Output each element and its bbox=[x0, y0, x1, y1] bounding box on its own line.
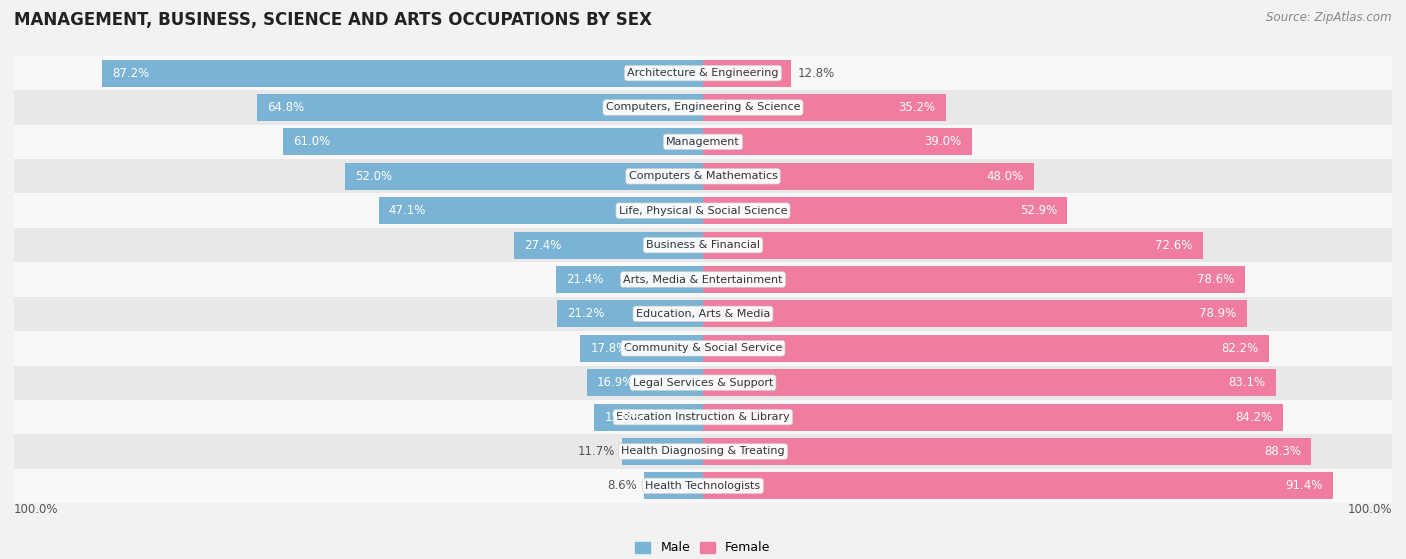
Text: Health Technologists: Health Technologists bbox=[645, 481, 761, 491]
Bar bbox=[703, 301, 1247, 328]
Text: 15.8%: 15.8% bbox=[605, 411, 641, 424]
Text: 91.4%: 91.4% bbox=[1285, 480, 1323, 492]
Text: 21.2%: 21.2% bbox=[567, 307, 605, 320]
Bar bbox=[703, 335, 1270, 362]
Bar bbox=[14, 91, 1392, 125]
Bar bbox=[515, 231, 703, 258]
Text: 52.9%: 52.9% bbox=[1019, 204, 1057, 217]
Bar bbox=[14, 262, 1392, 297]
Text: Source: ZipAtlas.com: Source: ZipAtlas.com bbox=[1267, 11, 1392, 24]
Bar bbox=[14, 56, 1392, 91]
Bar bbox=[283, 129, 703, 155]
Text: Education, Arts & Media: Education, Arts & Media bbox=[636, 309, 770, 319]
Text: 35.2%: 35.2% bbox=[898, 101, 935, 114]
Bar bbox=[14, 125, 1392, 159]
Text: 12.8%: 12.8% bbox=[799, 67, 835, 79]
Bar bbox=[14, 468, 1392, 503]
Text: 52.0%: 52.0% bbox=[356, 170, 392, 183]
Bar bbox=[703, 369, 1275, 396]
Bar bbox=[623, 438, 703, 465]
Text: 21.4%: 21.4% bbox=[565, 273, 603, 286]
Text: 78.9%: 78.9% bbox=[1199, 307, 1236, 320]
Bar bbox=[14, 228, 1392, 262]
Text: 84.2%: 84.2% bbox=[1236, 411, 1272, 424]
Text: Management: Management bbox=[666, 137, 740, 147]
Bar bbox=[378, 197, 703, 224]
Text: Architecture & Engineering: Architecture & Engineering bbox=[627, 68, 779, 78]
Bar bbox=[703, 60, 792, 87]
Text: 64.8%: 64.8% bbox=[267, 101, 304, 114]
Bar bbox=[103, 60, 703, 87]
Text: 88.3%: 88.3% bbox=[1264, 445, 1301, 458]
Text: 100.0%: 100.0% bbox=[1347, 503, 1392, 516]
Bar bbox=[14, 193, 1392, 228]
Text: 48.0%: 48.0% bbox=[986, 170, 1024, 183]
Text: 39.0%: 39.0% bbox=[924, 135, 962, 148]
Text: Community & Social Service: Community & Social Service bbox=[624, 343, 782, 353]
Bar bbox=[703, 94, 945, 121]
Bar bbox=[703, 163, 1033, 190]
Bar bbox=[703, 129, 972, 155]
Bar bbox=[555, 266, 703, 293]
Text: 27.4%: 27.4% bbox=[524, 239, 562, 252]
Text: 17.8%: 17.8% bbox=[591, 342, 628, 355]
Text: Legal Services & Support: Legal Services & Support bbox=[633, 378, 773, 388]
Text: 78.6%: 78.6% bbox=[1197, 273, 1234, 286]
Bar bbox=[703, 404, 1284, 430]
Text: 61.0%: 61.0% bbox=[292, 135, 330, 148]
Bar bbox=[703, 472, 1333, 499]
Text: 11.7%: 11.7% bbox=[578, 445, 616, 458]
Bar bbox=[14, 297, 1392, 331]
Bar bbox=[703, 438, 1312, 465]
Bar bbox=[586, 369, 703, 396]
Bar bbox=[644, 472, 703, 499]
Text: Computers, Engineering & Science: Computers, Engineering & Science bbox=[606, 102, 800, 112]
Bar bbox=[256, 94, 703, 121]
Bar bbox=[595, 404, 703, 430]
Legend: Male, Female: Male, Female bbox=[630, 537, 776, 559]
Text: Arts, Media & Entertainment: Arts, Media & Entertainment bbox=[623, 274, 783, 285]
Bar bbox=[14, 159, 1392, 193]
Bar bbox=[14, 434, 1392, 468]
Text: Life, Physical & Social Science: Life, Physical & Social Science bbox=[619, 206, 787, 216]
Text: Computers & Mathematics: Computers & Mathematics bbox=[628, 171, 778, 181]
Text: 82.2%: 82.2% bbox=[1222, 342, 1258, 355]
Bar bbox=[703, 197, 1067, 224]
Bar bbox=[557, 301, 703, 328]
Text: 87.2%: 87.2% bbox=[112, 67, 150, 79]
Bar bbox=[703, 266, 1244, 293]
Text: 72.6%: 72.6% bbox=[1156, 239, 1192, 252]
Text: 8.6%: 8.6% bbox=[607, 480, 637, 492]
Bar bbox=[14, 366, 1392, 400]
Text: 100.0%: 100.0% bbox=[14, 503, 59, 516]
Text: 16.9%: 16.9% bbox=[598, 376, 634, 389]
Text: Business & Financial: Business & Financial bbox=[645, 240, 761, 250]
Bar bbox=[14, 400, 1392, 434]
Bar bbox=[14, 331, 1392, 366]
Bar bbox=[344, 163, 703, 190]
Text: Education Instruction & Library: Education Instruction & Library bbox=[616, 412, 790, 422]
Text: 83.1%: 83.1% bbox=[1227, 376, 1265, 389]
Text: 47.1%: 47.1% bbox=[389, 204, 426, 217]
Text: Health Diagnosing & Treating: Health Diagnosing & Treating bbox=[621, 447, 785, 457]
Bar bbox=[581, 335, 703, 362]
Bar bbox=[703, 231, 1204, 258]
Text: MANAGEMENT, BUSINESS, SCIENCE AND ARTS OCCUPATIONS BY SEX: MANAGEMENT, BUSINESS, SCIENCE AND ARTS O… bbox=[14, 11, 652, 29]
